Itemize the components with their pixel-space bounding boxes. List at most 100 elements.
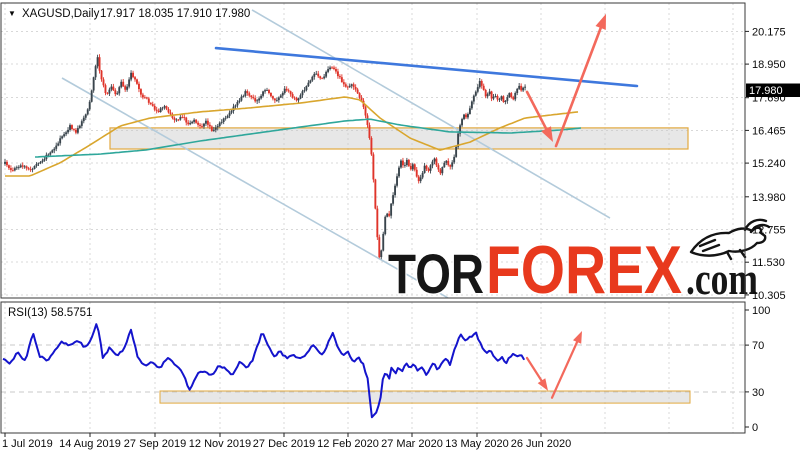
candle-body <box>311 76 314 81</box>
candle-body <box>246 91 249 94</box>
candle-body <box>155 109 158 111</box>
candle-body <box>218 122 221 127</box>
candlesticks <box>4 54 527 260</box>
main-panel-border <box>0 2 746 299</box>
ohlc-readout: 17.917 18.035 17.910 17.980 <box>100 8 250 20</box>
candle-body <box>277 97 280 101</box>
candle-body <box>220 122 223 123</box>
candle-body <box>520 85 523 91</box>
candle-body <box>268 90 270 93</box>
candle-body <box>398 167 400 177</box>
candle-body <box>210 126 213 131</box>
rsi-header: RSI(13) 58.5751 <box>8 307 92 319</box>
candle-body <box>386 213 389 217</box>
candle-body <box>9 168 12 170</box>
rsi-forecast-arrow-down <box>525 356 543 382</box>
date-axis-label: 14 Aug 2019 <box>59 438 121 450</box>
candle-body <box>147 98 150 103</box>
candle-body <box>524 86 527 88</box>
candle-body <box>271 96 274 99</box>
candle-body <box>447 160 450 166</box>
candle-body <box>470 101 473 109</box>
grid-lines <box>1 3 745 433</box>
candle-body <box>41 160 44 162</box>
resistance-trendline <box>214 46 639 88</box>
candle-body <box>27 168 30 170</box>
candle-body <box>61 136 64 139</box>
candle-body <box>53 148 56 151</box>
candle-body <box>313 73 316 77</box>
candle-body <box>132 72 134 78</box>
candle-body <box>431 161 434 166</box>
candle-body <box>366 115 369 125</box>
candle-body <box>376 208 379 238</box>
candle-body <box>498 99 501 101</box>
candle-body <box>134 77 136 80</box>
candle-body <box>421 172 424 178</box>
candle-body <box>396 176 398 186</box>
candle-body <box>504 100 507 102</box>
candle-body <box>128 79 131 87</box>
candle-body <box>189 123 192 125</box>
candle-body <box>118 87 121 94</box>
candle-body <box>252 97 255 99</box>
candle-body <box>203 123 205 127</box>
candle-body <box>206 120 209 125</box>
candle-body <box>374 179 377 209</box>
price-axis-label: 20.175 <box>752 26 786 38</box>
candle-body <box>149 102 152 104</box>
candle-body <box>335 69 337 72</box>
candle-body <box>254 98 257 102</box>
candle-body <box>423 165 426 173</box>
candle-body <box>486 94 489 97</box>
candle-body <box>76 128 79 133</box>
candle-body <box>348 85 351 87</box>
forecast-arrows <box>525 13 606 148</box>
candle-body <box>248 93 251 96</box>
candle-body <box>281 93 284 96</box>
rsi-level-label: 100 <box>752 305 770 317</box>
candle-body <box>459 125 462 134</box>
candle-body <box>394 185 397 196</box>
candle-body <box>96 57 99 67</box>
candle-body <box>496 96 499 100</box>
candle-body <box>138 83 140 90</box>
candle-body <box>49 152 52 155</box>
candle-body <box>287 90 290 92</box>
candle-body <box>270 93 272 97</box>
candle-body <box>59 138 62 144</box>
date-axis-label: 27 Dec 2019 <box>253 438 315 450</box>
candle-body <box>43 159 46 161</box>
candle-body <box>110 86 113 90</box>
candle-body <box>291 94 294 98</box>
forecast-arrow-up-head <box>595 13 606 30</box>
candle-body <box>457 133 460 147</box>
candle-body <box>126 86 129 90</box>
candle-body <box>250 95 253 98</box>
date-axis-label: 12 Feb 2020 <box>317 438 379 450</box>
candle-body <box>143 97 146 99</box>
candle-body <box>453 156 456 163</box>
candle-body <box>433 158 436 162</box>
price-axis-label: 10.305 <box>752 290 786 302</box>
candle-body <box>338 76 341 78</box>
candle-body <box>171 114 174 118</box>
candle-body <box>413 164 416 170</box>
candle-body <box>116 93 119 95</box>
candle-body <box>478 81 481 88</box>
candle-body <box>179 117 182 120</box>
candle-body <box>112 86 115 91</box>
candle-body <box>114 90 117 95</box>
candle-body <box>7 165 10 169</box>
candle-body <box>98 57 101 71</box>
candle-body <box>321 78 324 80</box>
candle-body <box>47 154 50 156</box>
candle-body <box>467 114 469 118</box>
candle-body <box>315 73 318 75</box>
candle-body <box>273 98 276 101</box>
candle-body <box>260 95 263 99</box>
candle-body <box>419 177 422 182</box>
date-axis-label: 1 Jul 2019 <box>2 438 53 450</box>
candle-body <box>392 195 395 204</box>
candle-body <box>74 129 77 133</box>
